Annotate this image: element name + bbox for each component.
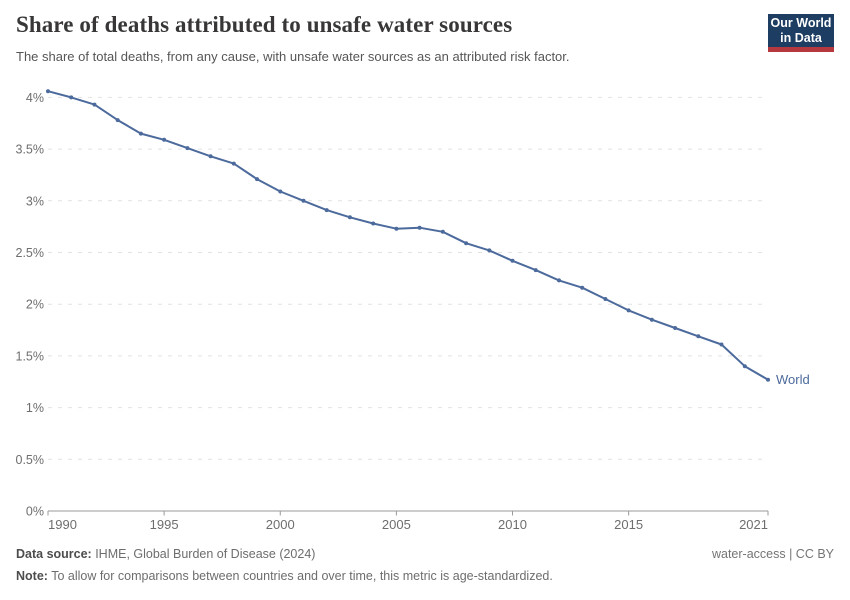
x-tick-label: 2000 (266, 517, 295, 532)
data-point[interactable] (626, 308, 631, 313)
data-point[interactable] (673, 326, 678, 330)
owid-logo-red-bar (768, 47, 834, 52)
data-point[interactable] (417, 225, 422, 230)
data-point[interactable] (69, 95, 74, 100)
data-point[interactable] (510, 258, 515, 263)
y-tick-label: 2.5% (16, 246, 45, 260)
data-point[interactable] (580, 285, 585, 290)
y-tick-label: 3.5% (16, 143, 45, 157)
data-point[interactable] (464, 241, 469, 246)
data-point[interactable] (46, 89, 50, 94)
data-point[interactable] (440, 229, 445, 234)
owid-logo-line1: Our World (770, 16, 832, 30)
data-point[interactable] (301, 198, 306, 203)
data-point[interactable] (162, 137, 167, 142)
note-value: To allow for comparisons between countri… (47, 569, 553, 583)
chart-footer: Data source: IHME, Global Burden of Dise… (16, 547, 834, 583)
data-point[interactable] (324, 208, 329, 213)
page-title: Share of deaths attributed to unsafe wat… (16, 12, 513, 37)
data-point[interactable] (208, 154, 213, 159)
x-tick-label: 2021 (739, 517, 768, 532)
data-point[interactable] (92, 102, 97, 107)
note-line: Note: To allow for comparisons between c… (16, 569, 834, 583)
data-point[interactable] (766, 377, 770, 382)
data-source-line: Data source: IHME, Global Burden of Dise… (16, 547, 315, 561)
y-tick-label: 1% (26, 401, 44, 415)
owid-logo-text: Our World in Data (768, 14, 834, 47)
data-point[interactable] (347, 215, 352, 220)
y-tick-label: 1.5% (16, 349, 45, 363)
y-tick-label: 3% (26, 194, 44, 208)
y-tick-label: 0% (26, 505, 44, 519)
data-point[interactable] (487, 248, 492, 253)
data-point[interactable] (371, 221, 376, 226)
y-tick-label: 4% (26, 91, 44, 105)
data-point[interactable] (278, 189, 283, 194)
data-point[interactable] (557, 278, 561, 283)
series-line[interactable] (47, 90, 769, 381)
data-point[interactable] (231, 161, 236, 166)
data-source-value: IHME, Global Burden of Disease (2024) (91, 547, 316, 561)
x-tick-label: 1995 (150, 517, 179, 532)
chart-subtitle: The share of total deaths, from any caus… (16, 49, 570, 64)
data-point[interactable] (115, 118, 120, 123)
note-label: Note: (16, 569, 48, 583)
license-link[interactable]: water-access | CC BY (711, 547, 834, 561)
data-point[interactable] (719, 342, 724, 347)
data-point[interactable] (649, 317, 654, 322)
data-source-label: Data source: (16, 547, 92, 561)
chart-canvas: 0% 0.5% 1% 1.5% 2% 2.5% 3% 3.5% 4% 1990 1995 2000 20… (16, 89, 810, 532)
data-point[interactable] (255, 177, 259, 182)
x-tick-label: 1990 (48, 517, 77, 532)
data-point[interactable] (138, 131, 143, 136)
x-tick-label: 2005 (382, 517, 411, 532)
x-tick-label: 2015 (614, 517, 643, 532)
owid-logo[interactable]: Our World in Data (768, 14, 834, 52)
y-tick-label: 0.5% (16, 453, 45, 467)
data-point[interactable] (185, 146, 190, 151)
owid-logo-line2: in Data (780, 31, 822, 45)
data-point[interactable] (696, 334, 701, 339)
data-point[interactable] (742, 364, 747, 369)
x-tick-label: 2010 (498, 517, 527, 532)
data-point[interactable] (603, 297, 608, 301)
data-point[interactable] (394, 226, 399, 231)
series-end-label: World (776, 372, 810, 387)
data-point[interactable] (533, 268, 538, 273)
y-tick-label: 2% (26, 298, 44, 312)
